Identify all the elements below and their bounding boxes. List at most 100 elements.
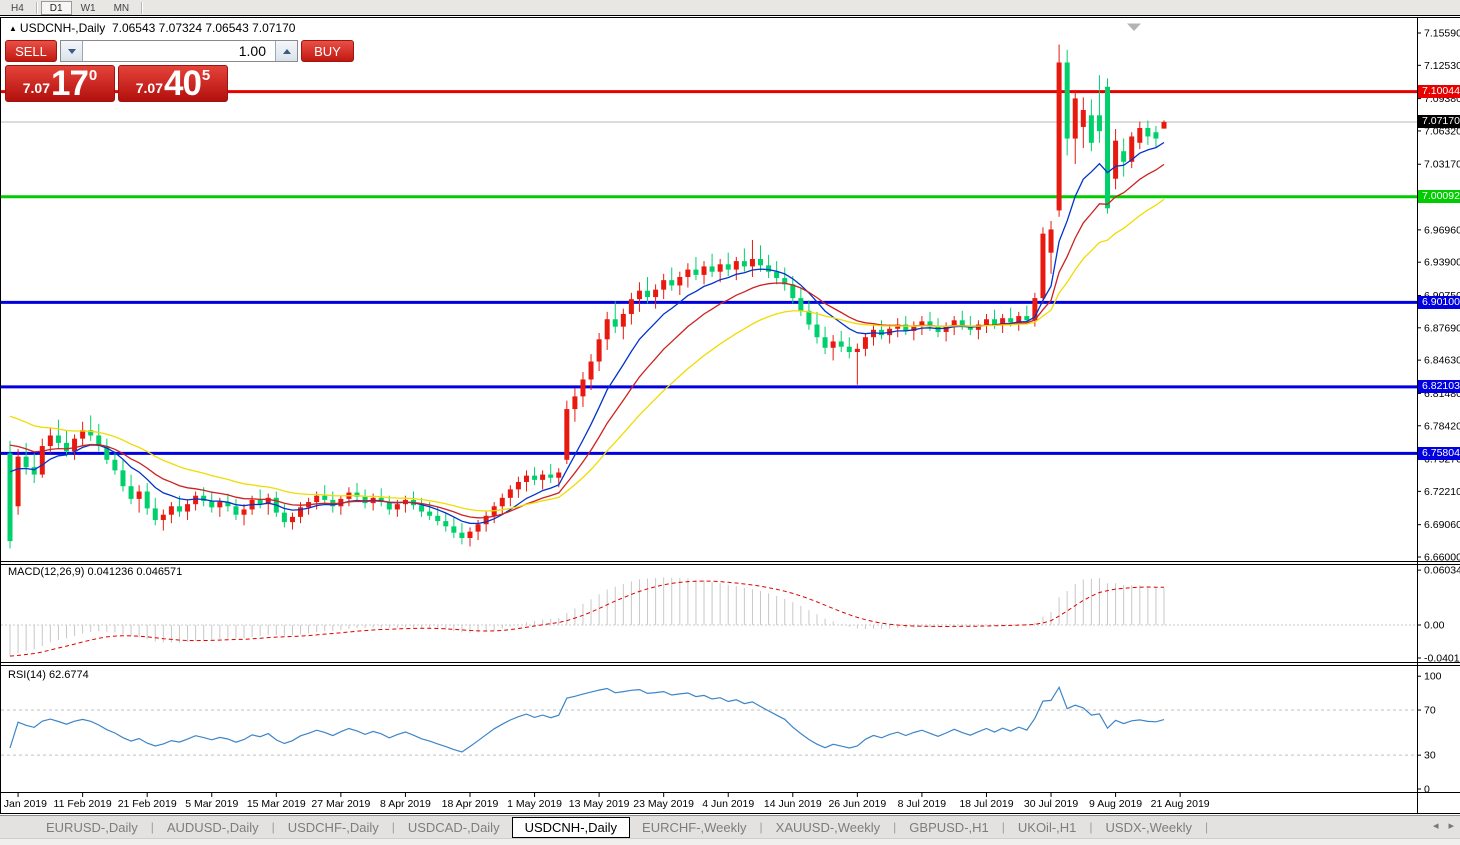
tab-eurusddaily[interactable]: EURUSD-,Daily: [46, 819, 138, 835]
macd-signal-line: [9, 580, 1165, 657]
tab-xauusdweekly[interactable]: XAUUSD-,Weekly: [775, 819, 881, 835]
timeframe-w1-button[interactable]: W1: [72, 1, 105, 15]
volume-spinner: [60, 40, 298, 62]
price-tick-label: 7.06320: [1424, 125, 1460, 137]
tab-separator: |: [759, 820, 763, 834]
price-tick-label: 7.09380: [1424, 93, 1460, 105]
date-label: 30 Jul 2019: [1024, 798, 1078, 810]
sell-price-sup: 0: [88, 67, 98, 84]
tab-scroll-right-icon[interactable]: ▸: [1448, 820, 1454, 832]
timeframe-toolbar: H4 D1 W1 MN: [0, 0, 1460, 16]
time-axis: 30 Jan 2019 11 Feb 2019 21 Feb 2019 5 Mar 2…: [0, 793, 1210, 810]
tab-separator: |: [391, 820, 395, 834]
macd-axis: 0.060343 0.00 -0.040136: [1417, 565, 1460, 665]
chart-ohlc-values: 7.06543 7.07324 7.06543 7.07170: [111, 21, 296, 35]
buy-price-big: 40: [163, 64, 202, 103]
date-label: 8 Apr 2019: [380, 798, 431, 810]
date-label: 23 May 2019: [633, 798, 694, 810]
buy-price-display[interactable]: 7.07 40 5: [118, 65, 228, 102]
tab-separator: |: [893, 820, 897, 834]
price-tick-label: 6.90750: [1424, 290, 1460, 302]
volume-increase-button[interactable]: [275, 41, 297, 61]
date-label: 30 Jan 2019: [0, 798, 47, 810]
price-axis: 7.15590 7.12530 7.09380 7.06320 7.03170 6.969…: [1417, 28, 1460, 564]
bottom-status-strip: [0, 838, 1460, 845]
rsi-axis-label: 70: [1424, 705, 1436, 717]
price-tick-label: 6.87690: [1424, 322, 1460, 334]
tab-separator: |: [150, 820, 154, 834]
timeframe-h4-button[interactable]: H4: [2, 1, 33, 15]
tab-audusddaily[interactable]: AUDUSD-,Daily: [166, 819, 259, 835]
macd-axis-label: 0.060343: [1424, 565, 1460, 577]
date-label: 18 Jul 2019: [959, 798, 1013, 810]
date-label: 21 Aug 2019: [1151, 798, 1210, 810]
tab-usdchfdaily[interactable]: USDCHF-,Daily: [287, 819, 379, 835]
price-tick-label: 6.69060: [1424, 519, 1460, 531]
volume-decrease-button[interactable]: [61, 41, 83, 61]
rsi-axis-label: 100: [1424, 671, 1442, 683]
price-tick-label: 6.84630: [1424, 355, 1460, 367]
macd-axis-label: -0.040136: [1424, 653, 1460, 665]
timeframe-mn-button[interactable]: MN: [105, 1, 139, 15]
date-label: 9 Aug 2019: [1089, 798, 1142, 810]
price-tick-label: 6.81480: [1424, 388, 1460, 400]
rsi-axis-label: 30: [1424, 750, 1436, 762]
buy-price-sup: 5: [201, 67, 211, 84]
triangle-up-icon: [282, 48, 291, 54]
tab-usdcaddaily[interactable]: USDCAD-,Daily: [407, 819, 500, 835]
date-label: 27 Mar 2019: [311, 798, 370, 810]
horizontal-lines: [1, 90, 1417, 455]
toolbar-divider: [141, 1, 144, 14]
tab-separator: |: [1204, 820, 1209, 834]
tab-scroll-arrows: ◂ ▸: [1433, 821, 1454, 832]
price-tick-label: 6.93900: [1424, 257, 1460, 269]
price-tick-label: 6.78420: [1424, 420, 1460, 432]
macd-axis-label: 0.00: [1424, 620, 1445, 632]
tab-eurchfweekly[interactable]: EURCHF-,Weekly: [642, 819, 747, 835]
date-label: 18 Apr 2019: [442, 798, 499, 810]
tab-usdcnhdaily[interactable]: USDCNH-,Daily: [511, 816, 631, 838]
tab-gbpusdh1[interactable]: GBPUSD-,H1: [909, 819, 989, 835]
chart-shift-marker-icon[interactable]: [1127, 23, 1141, 32]
macd-indicator-label: MACD(12,26,9) 0.041236 0.046571: [8, 566, 183, 578]
rsi-axis: 100 70 30 0: [1417, 671, 1442, 796]
price-tick-label: 6.75270: [1424, 454, 1460, 466]
date-label: 11 Feb 2019: [54, 798, 112, 810]
price-tick-label: 7.12530: [1424, 60, 1460, 72]
sell-price-prefix: 7.07: [22, 80, 50, 96]
date-label: 26 Jun 2019: [828, 798, 886, 810]
price-tick-label: 6.96960: [1424, 224, 1460, 236]
volume-input[interactable]: [83, 41, 275, 61]
tab-usdxweekly[interactable]: USDX-,Weekly: [1105, 819, 1192, 835]
candlestick-series: [7, 44, 1167, 549]
buy-price-prefix: 7.07: [135, 80, 163, 96]
ma-line-28: [9, 198, 1165, 512]
macd-histogram: [9, 577, 1165, 657]
collapse-triangle-icon[interactable]: ▲: [9, 24, 17, 33]
sell-price-display[interactable]: 7.07 17 0: [5, 65, 115, 102]
buy-button[interactable]: BUY: [301, 40, 354, 62]
tab-ukoilh1[interactable]: UKOil-,H1: [1017, 819, 1077, 835]
price-tick-label: 7.03170: [1424, 159, 1460, 171]
tab-separator: |: [271, 820, 275, 834]
rsi-axis-label: 0: [1424, 784, 1430, 796]
date-label: 1 May 2019: [507, 798, 562, 810]
chart-tab-bar: EURUSD-,Daily | AUDUSD-,Daily | USDCHF-,Dail…: [0, 815, 1460, 838]
sell-price-big: 17: [50, 64, 89, 103]
sell-button[interactable]: SELL: [5, 40, 57, 62]
timeframe-d1-button[interactable]: D1: [40, 0, 72, 15]
price-tick-label: 7.15590: [1424, 28, 1460, 40]
date-label: 8 Jul 2019: [898, 798, 947, 810]
panel-borders: [0, 17, 1460, 814]
date-label: 4 Jun 2019: [702, 798, 754, 810]
toolbar-divider: [35, 1, 38, 14]
date-label: 14 Jun 2019: [764, 798, 822, 810]
price-tick-label: 6.72210: [1424, 486, 1460, 498]
tab-scroll-left-icon[interactable]: ◂: [1432, 820, 1439, 832]
date-label: 5 Mar 2019: [185, 798, 238, 810]
price-tick-label: 6.66000: [1424, 552, 1460, 564]
chart-title: ▲ USDCNH-,Daily 7.06543 7.07324 7.06543 7…: [9, 21, 295, 35]
